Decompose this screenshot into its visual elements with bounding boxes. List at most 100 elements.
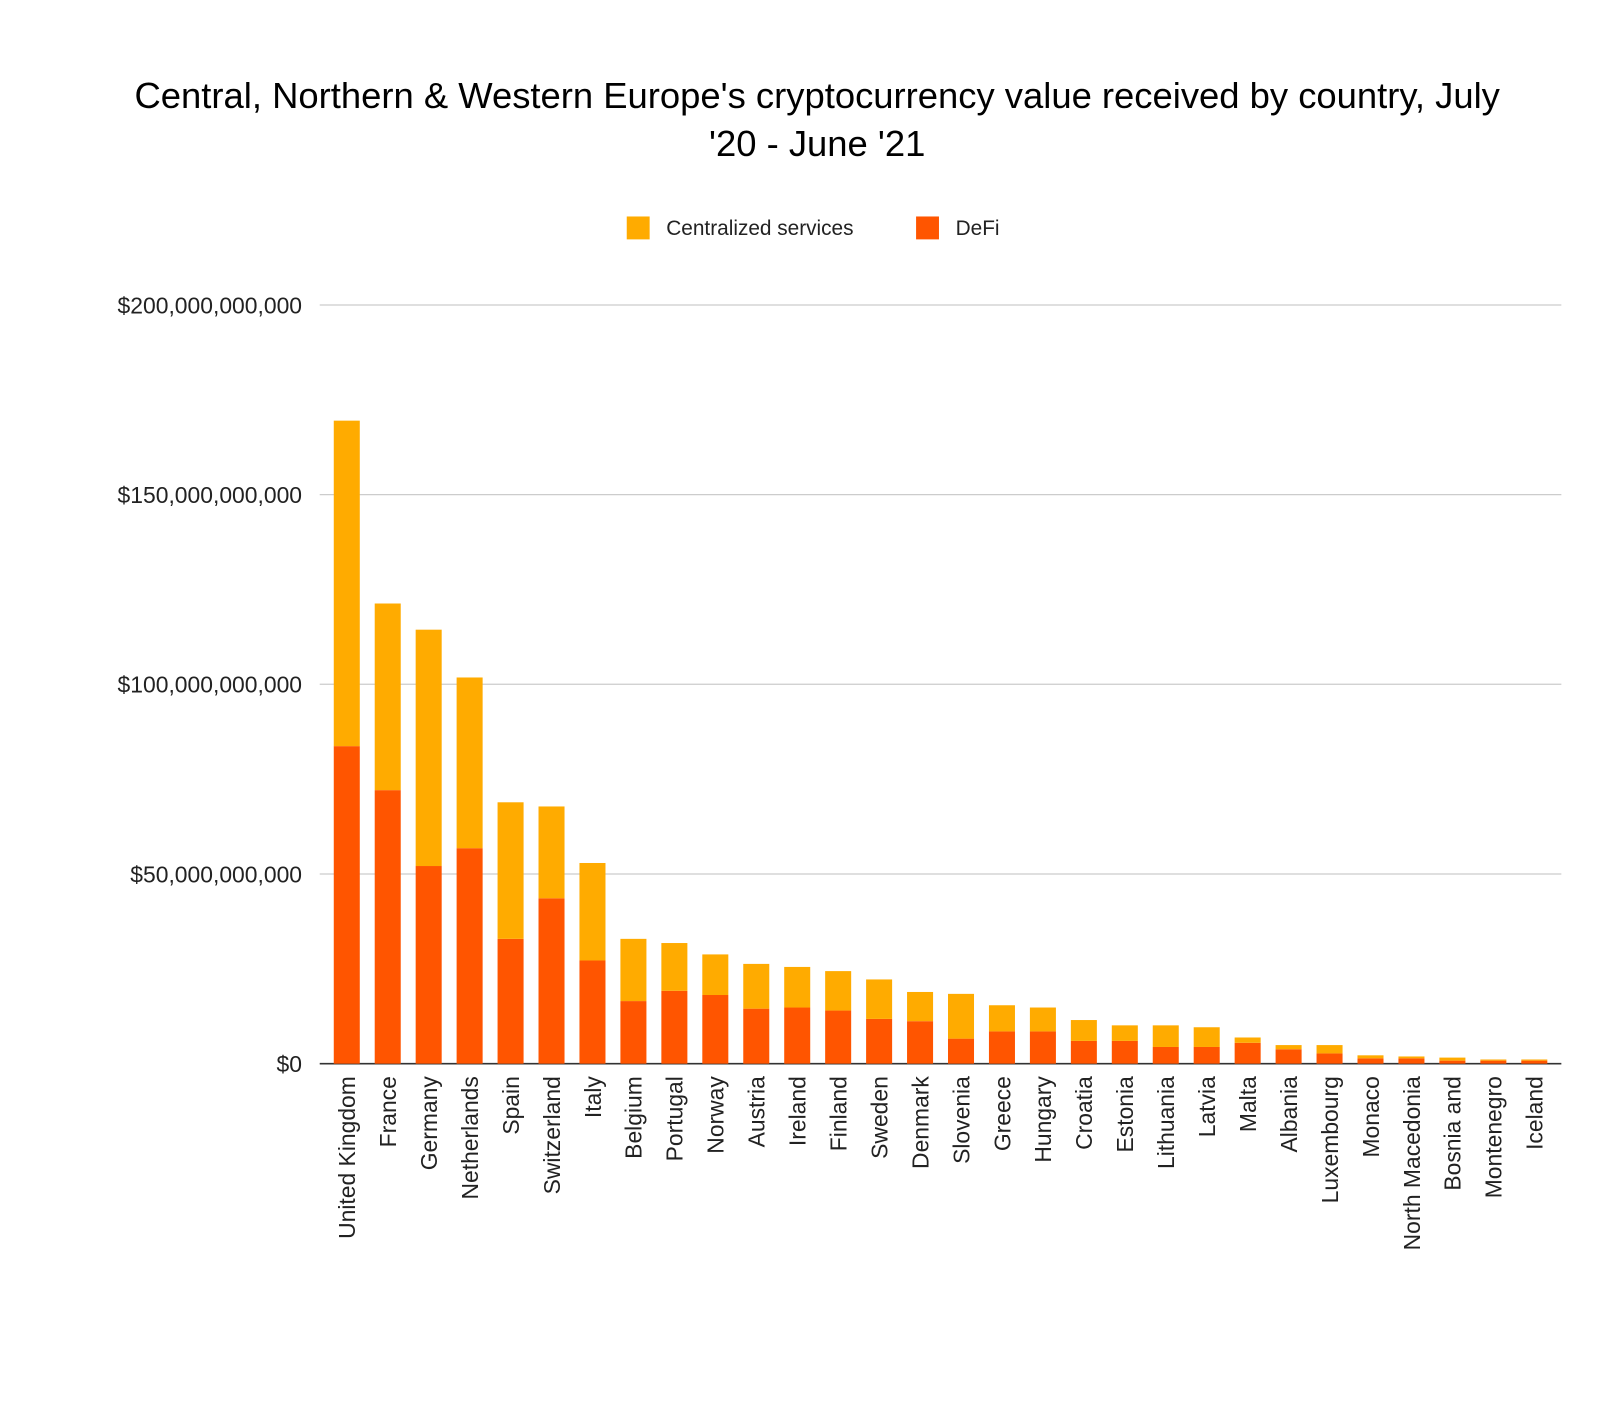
bar-centralized-services	[907, 991, 934, 1022]
x-tick-label: Luxembourg	[1317, 1076, 1343, 1203]
bar-centralized-services	[579, 862, 606, 961]
bar-defi	[702, 995, 729, 1064]
bar-defi	[988, 1031, 1015, 1064]
x-tick-label: United Kingdom	[334, 1076, 360, 1239]
x-tick-label: Albania	[1276, 1076, 1302, 1153]
x-tick-label: Sweden	[866, 1076, 892, 1159]
bar-centralized-services	[1357, 1055, 1384, 1059]
x-tick-label: Germany	[416, 1076, 442, 1171]
bar-centralized-services	[1070, 1020, 1097, 1041]
x-tick-label: North Macedonia	[1399, 1076, 1425, 1250]
y-tick-label: $50,000,000,000	[130, 861, 302, 887]
bar-defi	[1357, 1058, 1384, 1064]
bar-defi	[1070, 1040, 1097, 1064]
x-tick-label: Lithuania	[1153, 1076, 1179, 1169]
x-tick-label: Denmark	[907, 1076, 933, 1169]
x-tick-label: Greece	[989, 1076, 1015, 1151]
bar-defi	[456, 848, 483, 1064]
legend-swatch-defi	[916, 216, 939, 240]
bar-centralized-services	[948, 993, 975, 1039]
x-tick-label: Estonia	[1112, 1076, 1138, 1153]
x-tick-label: Portugal	[662, 1076, 688, 1161]
bar-defi	[1029, 1031, 1056, 1064]
x-tick-label: France	[375, 1076, 401, 1147]
x-tick-label: Switzerland	[539, 1076, 565, 1194]
bar-centralized-services	[1275, 1045, 1302, 1050]
bar-centralized-services	[1316, 1045, 1343, 1054]
x-tick-label: Hungary	[1030, 1076, 1056, 1163]
bar-centralized-services	[784, 966, 811, 1008]
bar-centralized-services	[661, 943, 688, 991]
chart-title-line-1: Central, Northern & Western Europe's cry…	[135, 75, 1501, 116]
bar-centralized-services	[538, 806, 565, 899]
bar-centralized-services	[1521, 1059, 1548, 1061]
bar-defi	[1521, 1060, 1548, 1064]
x-tick-label: Austria	[744, 1076, 770, 1147]
legend-label-centralized: Centralized services	[666, 217, 853, 240]
bar-centralized-services	[1439, 1057, 1466, 1061]
bar-defi	[374, 790, 401, 1064]
bar-defi	[620, 1001, 647, 1064]
bar-defi	[907, 1021, 934, 1064]
bar-defi	[1193, 1046, 1220, 1064]
bar-centralized-services	[415, 629, 442, 867]
y-tick-label: $100,000,000,000	[118, 672, 302, 698]
bar-defi	[866, 1018, 893, 1064]
bar-defi	[415, 866, 442, 1064]
bar-centralized-services	[1398, 1056, 1425, 1059]
bar-defi	[333, 746, 360, 1064]
bar-defi	[1152, 1046, 1179, 1064]
bar-defi	[661, 990, 688, 1064]
y-tick-label: $200,000,000,000	[118, 292, 302, 318]
bar-defi	[1234, 1042, 1261, 1064]
bar-defi	[1439, 1060, 1466, 1064]
bar-centralized-services	[620, 938, 647, 1002]
bar-centralized-services	[333, 420, 360, 747]
x-tick-label: Bosnia and	[1440, 1076, 1466, 1190]
bar-centralized-services	[866, 979, 893, 1019]
bar-centralized-services	[1193, 1027, 1220, 1047]
bar-centralized-services	[825, 971, 852, 1011]
bar-defi	[1480, 1060, 1507, 1064]
x-tick-label: Ireland	[785, 1076, 811, 1146]
bar-defi	[784, 1007, 811, 1064]
bar-centralized-services	[1152, 1025, 1179, 1047]
x-tick-label: Spain	[498, 1076, 524, 1135]
x-tick-label: Monaco	[1358, 1076, 1384, 1157]
bar-defi	[1398, 1058, 1425, 1064]
legend: Centralized services DeFi	[626, 216, 1000, 240]
x-tick-label: Malta	[1235, 1076, 1261, 1132]
bar-defi	[743, 1008, 770, 1064]
bar-defi	[825, 1010, 852, 1064]
bar-centralized-services	[743, 963, 770, 1009]
chart-title-line-2: '20 - June '21	[709, 123, 925, 164]
x-tick-label: Montenegro	[1481, 1076, 1507, 1198]
bar-centralized-services	[1480, 1059, 1507, 1061]
y-tick-label: $150,000,000,000	[118, 482, 302, 508]
bar-centralized-services	[1234, 1037, 1261, 1043]
x-tick-label: Norway	[703, 1076, 729, 1154]
x-tick-label: Netherlands	[457, 1076, 483, 1199]
bar-defi	[497, 938, 524, 1064]
bar-centralized-services	[988, 1005, 1015, 1032]
x-tick-label: Slovenia	[948, 1076, 974, 1164]
bar-defi	[1316, 1053, 1343, 1064]
bar-centralized-services	[374, 603, 401, 791]
x-tick-label: Croatia	[1071, 1076, 1097, 1150]
x-tick-label: Iceland	[1522, 1076, 1548, 1150]
bar-defi	[579, 960, 606, 1064]
x-tick-label: Finland	[825, 1076, 851, 1151]
bar-centralized-services	[1111, 1025, 1138, 1041]
bar-centralized-services	[497, 802, 524, 939]
x-tick-label: Belgium	[621, 1076, 647, 1159]
y-tick-label: $0	[277, 1051, 302, 1077]
bar-defi	[948, 1038, 975, 1064]
legend-swatch-centralized	[626, 216, 650, 240]
bar-defi	[1275, 1049, 1302, 1064]
x-tick-label: Italy	[580, 1076, 606, 1119]
legend-label-defi: DeFi	[956, 217, 1000, 240]
bar-centralized-services	[1029, 1007, 1056, 1032]
bar-centralized-services	[456, 677, 483, 849]
bar-centralized-services	[702, 954, 729, 996]
